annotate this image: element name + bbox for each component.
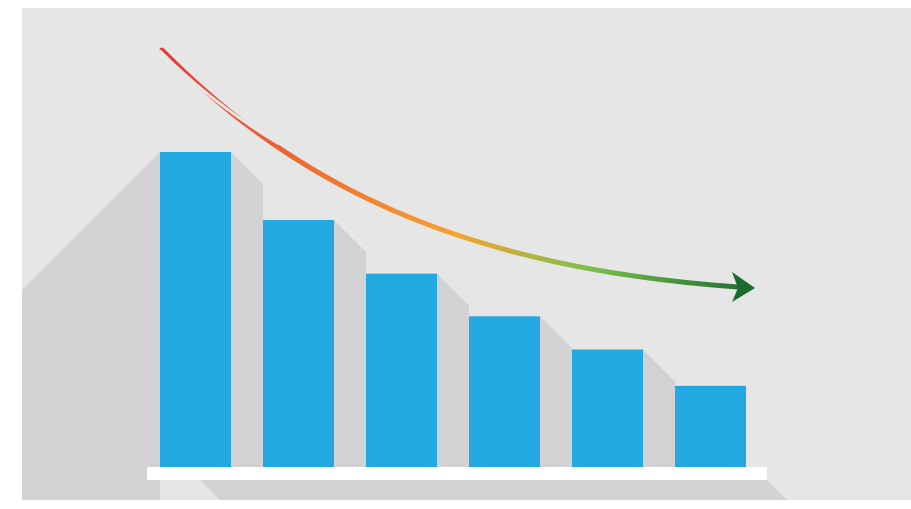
bars-layer	[160, 152, 746, 468]
bar-shadow	[334, 219, 366, 468]
bar	[572, 349, 643, 468]
bar-group-shadow	[22, 152, 160, 500]
bar-shadow	[643, 349, 675, 468]
trend-curve-tail	[159, 50, 280, 145]
arrow-head-icon	[732, 272, 755, 302]
trend-arrow	[159, 47, 755, 302]
bar	[160, 152, 231, 468]
shadow-layer	[22, 152, 787, 500]
baseline	[147, 467, 767, 480]
bar-shadow	[540, 316, 572, 468]
bar	[263, 219, 334, 468]
baseline-shadow	[200, 480, 787, 500]
bar	[675, 385, 746, 468]
bar-shadow	[437, 273, 469, 468]
bar	[469, 316, 540, 468]
bar-shadow	[231, 152, 263, 468]
bar	[366, 273, 437, 468]
